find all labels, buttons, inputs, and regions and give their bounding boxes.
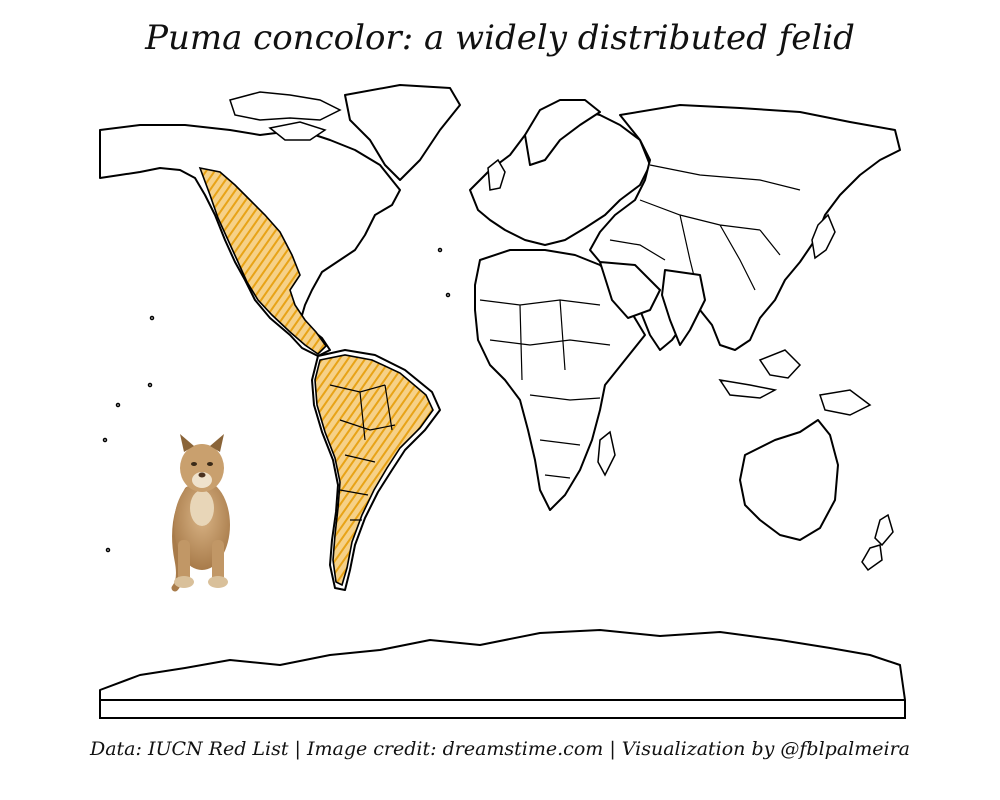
greenland-landmass [344, 84, 461, 181]
puma-photo [171, 434, 230, 592]
map-title: Puma concolor: a widely distributed feli… [145, 18, 855, 58]
puma-range-south-america [314, 354, 434, 587]
caption-separator: | [603, 738, 622, 760]
india-landmass [661, 269, 706, 346]
puma-range-north-america [198, 166, 328, 356]
africa-borders [479, 299, 611, 479]
antarctica-landmass [99, 629, 906, 701]
atlantic-island-2 [445, 292, 451, 298]
map-frame-bottom [99, 700, 906, 719]
pacific-island-4 [149, 315, 155, 321]
scandinavia-landmass [524, 99, 601, 166]
new-zealand-south [861, 544, 883, 572]
data-source-credit: Data: IUCN Red List [89, 738, 289, 760]
pacific-island-5 [105, 547, 111, 553]
indonesia-islands [758, 349, 802, 379]
new-zealand-landmass [874, 513, 894, 547]
madagascar-landmass [597, 430, 616, 477]
arctic-islands [229, 91, 342, 121]
pacific-island-3 [102, 437, 108, 443]
arabia-landmass [599, 261, 661, 319]
caption-separator: | [288, 738, 307, 760]
southeast-asia-islands [718, 378, 778, 399]
japan-landmass [811, 213, 836, 260]
map-caption: Data: IUCN Red List | Image credit: drea… [0, 738, 1000, 760]
asia-borders [609, 164, 801, 301]
new-guinea-landmass [819, 389, 872, 416]
image-credit: Image credit: dreamstime.com [307, 738, 604, 760]
pacific-island-1 [147, 382, 153, 388]
atlantic-island-1 [437, 247, 443, 253]
arctic-islands-2 [268, 121, 327, 141]
south-america-borders [329, 384, 396, 521]
uk-landmass [487, 158, 506, 191]
visualization-credit: Visualization by @fblpalmeira [621, 738, 910, 760]
pacific-island-2 [115, 402, 121, 408]
australia-landmass [739, 419, 839, 541]
